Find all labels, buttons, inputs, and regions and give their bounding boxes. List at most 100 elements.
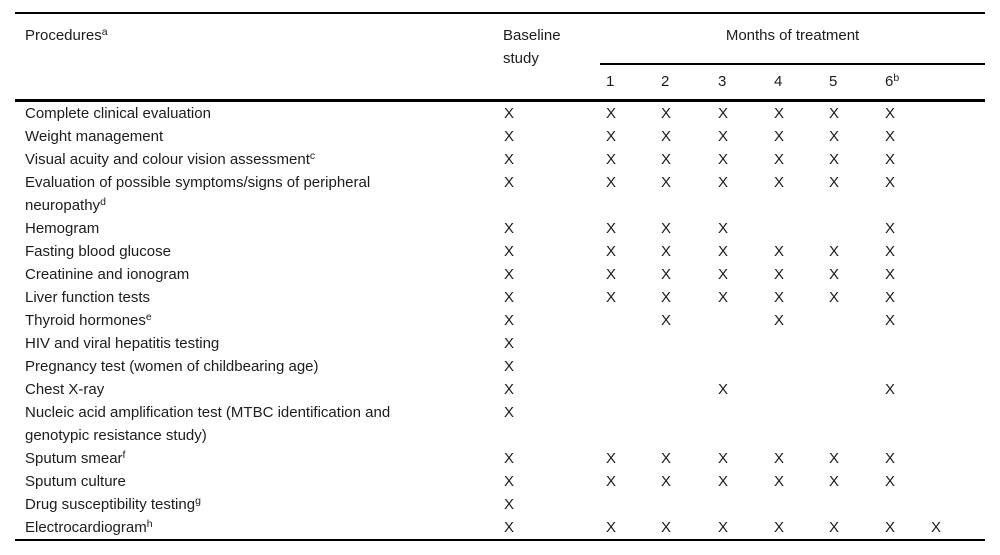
- empty-cell: [879, 332, 925, 355]
- procedure-name: Visual acuity and colour vision assessme…: [25, 149, 316, 168]
- procedures-column-header: Proceduresa: [15, 13, 498, 100]
- empty-cell: [925, 217, 985, 240]
- empty-cell: [712, 493, 768, 516]
- x-mark-cell: X: [661, 173, 672, 191]
- procedure-name: Hemogram: [25, 219, 100, 237]
- table-row: Pregnancy test (women of childbearing ag…: [15, 355, 985, 378]
- x-mark-cell: X: [504, 518, 515, 536]
- paper-page: Proceduresa Baseline study Months of trea…: [15, 12, 986, 541]
- x-mark-cell: X: [606, 173, 617, 191]
- procedure-footnote: e: [145, 310, 152, 323]
- procedure-name: Drug susceptibility testingg: [25, 494, 201, 513]
- table-row: Fasting blood glucose X X X X X X X: [15, 240, 985, 263]
- x-mark-cell: X: [718, 242, 729, 260]
- x-mark-cell: X: [774, 311, 785, 329]
- empty-cell: [600, 355, 655, 378]
- empty-cell: [655, 493, 712, 516]
- x-mark-cell: X: [504, 449, 515, 467]
- x-mark-cell: X: [661, 265, 672, 283]
- x-mark-cell: X: [504, 173, 515, 191]
- x-mark-cell: X: [774, 127, 785, 145]
- empty-cell: [600, 309, 655, 332]
- empty-cell: [925, 332, 985, 355]
- table-row: Electrocardiogramh X X X X X X X X: [15, 516, 985, 540]
- procedure-name: Pregnancy test (women of childbearing ag…: [25, 357, 319, 375]
- x-mark-cell: X: [661, 518, 672, 536]
- baseline-header-line2: study: [503, 50, 539, 67]
- x-mark-cell: X: [774, 518, 785, 536]
- x-mark-cell: X: [885, 150, 896, 168]
- month-number-row: 1 2 3 4 5 6b: [15, 64, 985, 100]
- x-mark-cell: X: [606, 518, 617, 536]
- x-mark-cell: X: [829, 265, 840, 283]
- x-mark-cell: X: [885, 518, 896, 536]
- empty-cell: [925, 447, 985, 470]
- empty-cell: [600, 493, 655, 516]
- empty-cell: [823, 217, 879, 240]
- procedure-name: Weight management: [25, 127, 164, 145]
- x-mark-cell: X: [718, 173, 729, 191]
- x-mark-cell: X: [606, 104, 617, 122]
- baseline-column-header: Baseline study: [498, 13, 600, 100]
- x-mark-cell: X: [504, 495, 515, 513]
- x-mark-cell: X: [504, 334, 515, 352]
- empty-cell: [925, 240, 985, 263]
- empty-cell: [823, 332, 879, 355]
- empty-cell: [712, 332, 768, 355]
- table-row: Evaluation of possible symptoms/signs of…: [15, 171, 985, 217]
- empty-cell: [879, 493, 925, 516]
- x-mark-cell: X: [504, 403, 515, 421]
- procedure-footnote: c: [309, 149, 316, 162]
- procedure-name: Chest X-ray: [25, 380, 105, 398]
- procedure-name: Fasting blood glucose: [25, 242, 171, 260]
- x-mark-cell: X: [718, 127, 729, 145]
- months-group-header: Months of treatment: [600, 13, 986, 65]
- x-mark-cell: X: [829, 150, 840, 168]
- empty-cell: [600, 378, 655, 401]
- x-mark-cell: X: [885, 265, 896, 283]
- empty-cell: [925, 470, 985, 493]
- procedure-name: Electrocardiogramh: [25, 517, 153, 536]
- x-mark-cell: X: [829, 288, 840, 306]
- procedure-name: Sputum smearf: [25, 448, 126, 467]
- empty-cell: [823, 355, 879, 378]
- x-mark-cell: X: [774, 242, 785, 260]
- x-mark-cell: X: [885, 219, 896, 237]
- table-row: Creatinine and ionogram X X X X X X X: [15, 263, 985, 286]
- x-mark-cell: X: [504, 357, 515, 375]
- empty-cell: [925, 309, 985, 332]
- x-mark-cell: X: [774, 104, 785, 122]
- x-mark-cell: X: [504, 265, 515, 283]
- x-mark-cell: X: [504, 311, 515, 329]
- table-row: HIV and viral hepatitis testing X: [15, 332, 985, 355]
- empty-cell: [823, 401, 879, 447]
- x-mark-cell: X: [606, 265, 617, 283]
- table-header: Proceduresa Baseline study Months of trea…: [15, 13, 986, 100]
- x-mark-cell: X: [885, 472, 896, 490]
- procedures-header-footnote: a: [101, 26, 108, 38]
- x-mark-cell: X: [718, 518, 729, 536]
- month-col-header-5: 5: [829, 73, 838, 91]
- procedure-name: Liver function tests: [25, 288, 151, 306]
- x-mark-cell: X: [774, 265, 785, 283]
- table-body: Complete clinical evaluation X X X X X X X Weigh…: [15, 100, 985, 540]
- procedure-footnote: d: [100, 195, 106, 208]
- x-mark-cell: X: [885, 104, 896, 122]
- months-group-label: Months of treatment: [725, 27, 860, 44]
- x-mark-cell: X: [606, 219, 617, 237]
- procedure-footnote: g: [195, 494, 201, 507]
- empty-cell: [879, 355, 925, 378]
- x-mark-cell: X: [885, 127, 896, 145]
- x-mark-cell: X: [504, 150, 515, 168]
- x-mark-cell: X: [661, 219, 672, 237]
- procedure-name: Thyroid hormonese: [25, 310, 152, 329]
- month-col-footnote: b: [893, 72, 900, 85]
- x-mark-cell: X: [885, 173, 896, 191]
- x-mark-cell: X: [606, 288, 617, 306]
- x-mark-cell: X: [661, 288, 672, 306]
- empty-cell: [712, 355, 768, 378]
- empty-cell: [768, 217, 823, 240]
- x-mark-cell: X: [504, 288, 515, 306]
- table-row: Weight management X X X X X X X: [15, 125, 985, 148]
- x-mark-cell: X: [661, 104, 672, 122]
